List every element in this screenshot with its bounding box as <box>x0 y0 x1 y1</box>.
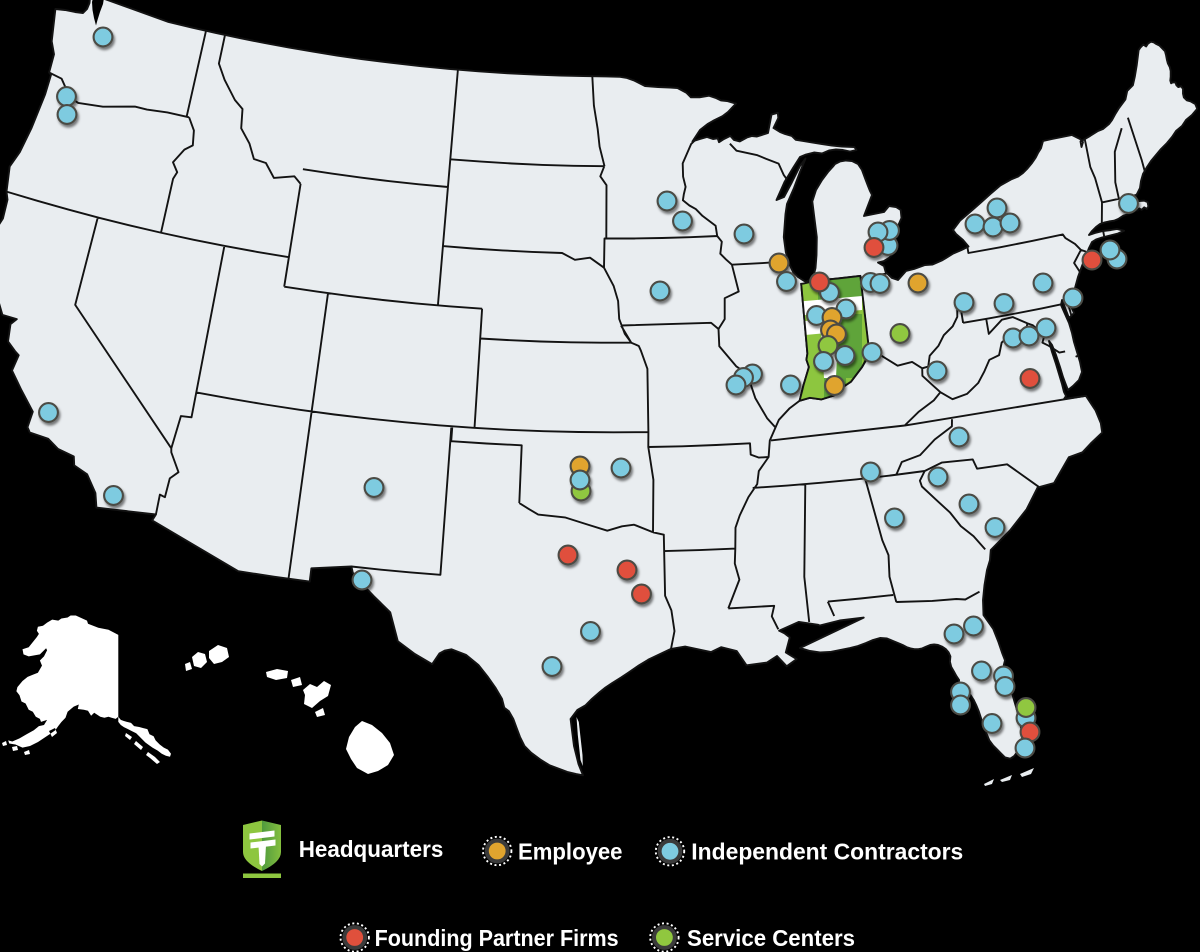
svg-text:Employee: Employee <box>518 839 623 865</box>
svg-text:Founding Partner Firms: Founding Partner Firms <box>375 925 619 951</box>
svg-text:Headquarters: Headquarters <box>299 836 444 862</box>
svg-text:Independent Contractors: Independent Contractors <box>691 839 963 865</box>
svg-text:Service Centers: Service Centers <box>687 925 855 951</box>
